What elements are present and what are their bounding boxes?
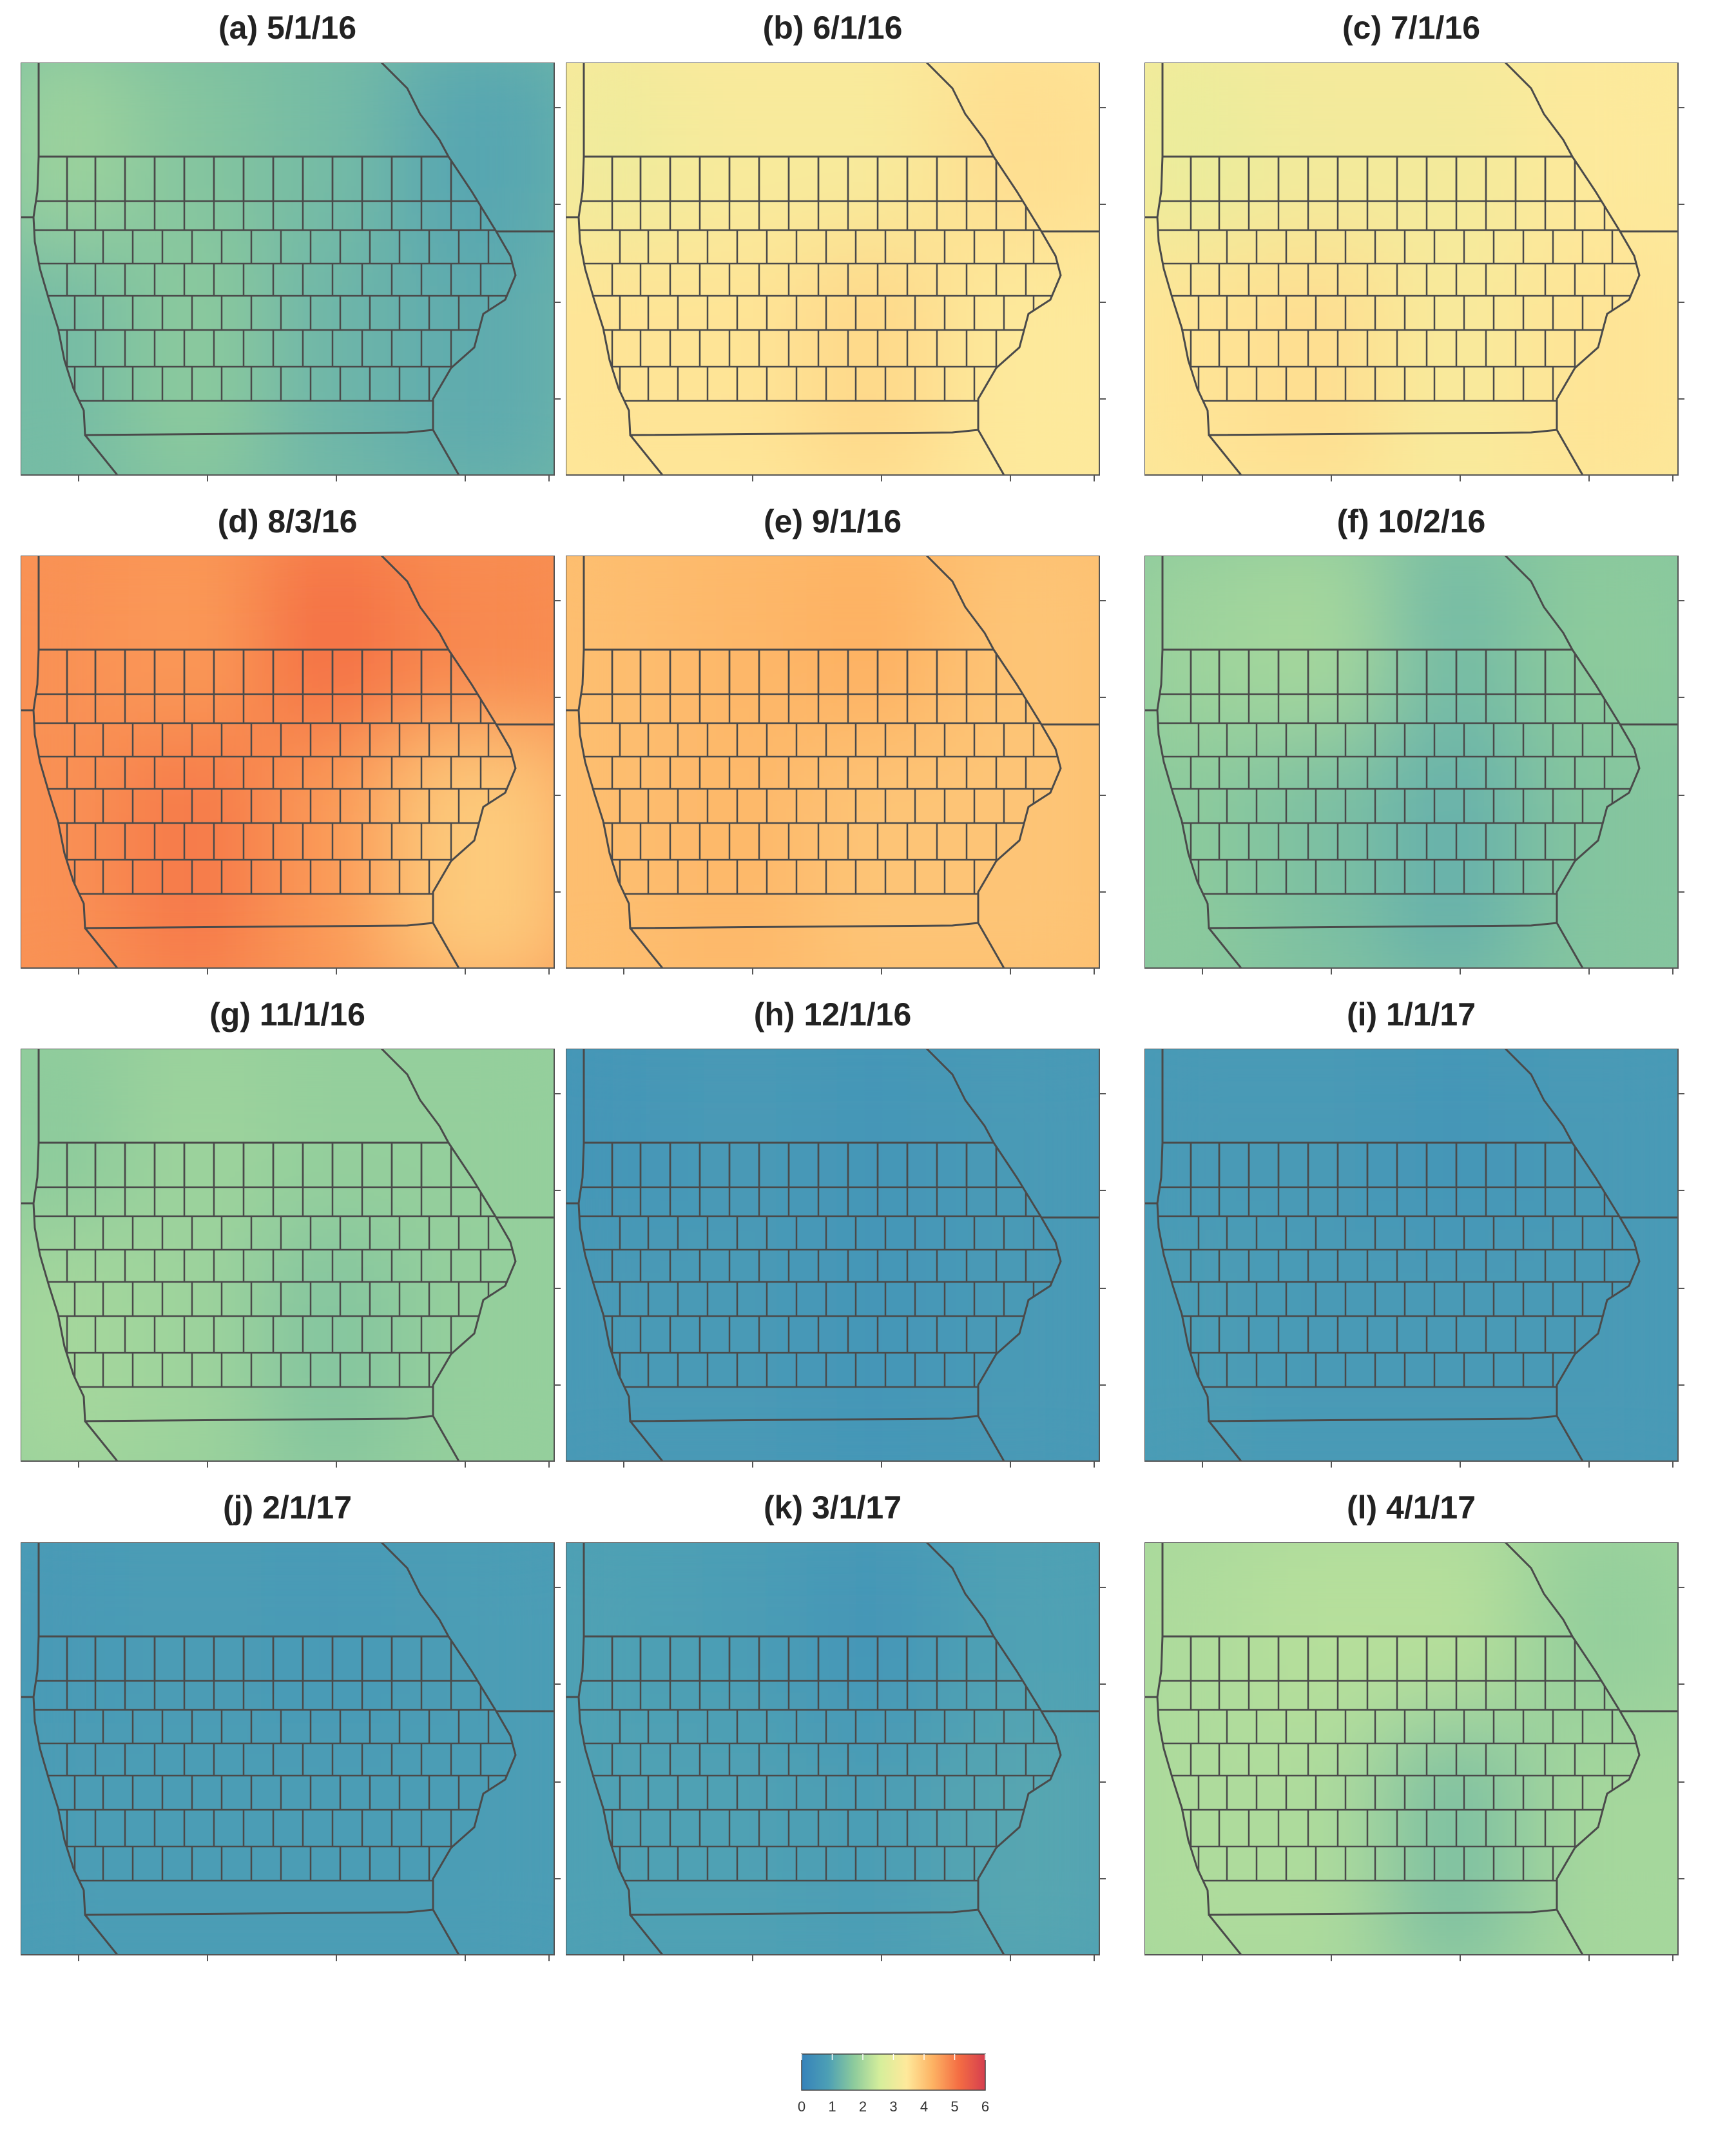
map-panel-b — [566, 63, 1106, 481]
panel-title-g: (g) 11/1/16 — [209, 996, 365, 1033]
colorbar-tick-label: 3 — [889, 2099, 898, 2115]
map-panel-l — [1144, 1542, 1684, 1961]
data-cell-7 — [940, 243, 1099, 475]
state-boundaries — [566, 1049, 1099, 1219]
colorbar-tick-label: 6 — [981, 2099, 990, 2115]
panel-frame — [1144, 63, 1679, 476]
colorbar — [801, 2053, 986, 2091]
data-cell-7 — [940, 1723, 1099, 1955]
panel-title-b: (b) 6/1/16 — [762, 10, 903, 46]
panel-title-a: (a) 5/1/16 — [218, 10, 356, 46]
state-boundaries — [21, 1542, 554, 1712]
panel-frame — [566, 1049, 1100, 1462]
map-panel-a — [21, 63, 561, 481]
panel-frame — [566, 1542, 1100, 1955]
state-boundaries — [566, 556, 1099, 726]
map-panel-g — [21, 1049, 561, 1468]
panel-title-l: (l) 4/1/17 — [1346, 1489, 1476, 1526]
county-boundaries — [579, 650, 1061, 895]
state-boundaries — [566, 1542, 1099, 1712]
panel-title-i: (i) 1/1/17 — [1346, 996, 1476, 1033]
map-panel-h — [566, 1049, 1106, 1468]
panel-title-c: (c) 7/1/16 — [1342, 10, 1480, 46]
state-boundaries — [566, 63, 1099, 233]
map-panel-f — [1144, 556, 1684, 975]
county-boundaries — [579, 157, 1061, 402]
colorbar-gradient — [801, 2053, 986, 2091]
state-boundaries — [1144, 63, 1678, 233]
state-boundaries — [1144, 556, 1678, 726]
state-boundaries — [21, 63, 554, 233]
map-panel-j — [21, 1542, 561, 1961]
panel-frame — [1144, 1542, 1679, 1955]
county-boundaries — [579, 1636, 1061, 1882]
data-cell-7 — [1519, 243, 1678, 475]
data-cell-7 — [940, 736, 1099, 968]
panel-frame — [1144, 556, 1679, 969]
panel-title-f: (f) 10/2/16 — [1336, 503, 1486, 539]
panel-title-k: (k) 3/1/17 — [763, 1489, 902, 1526]
data-cell-7 — [1519, 1229, 1678, 1461]
colorbar-tick-label: 5 — [950, 2099, 959, 2115]
data-cell-7 — [395, 736, 554, 968]
colorbar-tick-label: 2 — [858, 2099, 867, 2115]
map-panel-c — [1144, 63, 1684, 481]
data-cell-7 — [1519, 1723, 1678, 1955]
state-boundaries — [1144, 1049, 1678, 1219]
state-boundaries — [21, 1049, 554, 1219]
panel-frame — [21, 1542, 555, 1955]
state-boundaries — [21, 556, 554, 726]
colorbar-tick-label: 0 — [797, 2099, 806, 2115]
panel-frame — [566, 63, 1100, 476]
panel-title-h: (h) 12/1/16 — [753, 996, 912, 1033]
panel-title-j: (j) 2/1/17 — [222, 1489, 352, 1526]
map-panel-i — [1144, 1049, 1684, 1468]
panel-frame — [1144, 1049, 1679, 1462]
colorbar-tick-label: 4 — [920, 2099, 929, 2115]
data-cell-7 — [1519, 736, 1678, 968]
state-boundaries — [1144, 1542, 1678, 1712]
data-cell-7 — [395, 243, 554, 475]
panel-title-e: (e) 9/1/16 — [763, 503, 902, 539]
panel-frame — [566, 556, 1100, 969]
iowa-state-outline — [1156, 155, 1641, 436]
panel-frame — [21, 556, 555, 969]
map-panel-k — [566, 1542, 1106, 1961]
panel-frame — [21, 1049, 555, 1462]
data-cell-7 — [940, 1229, 1099, 1461]
data-cell-7 — [395, 1723, 554, 1955]
iowa-state-outline — [1156, 648, 1641, 929]
iowa-state-outline — [1156, 1635, 1641, 1916]
county-boundaries — [34, 1636, 516, 1882]
county-boundaries — [34, 1143, 516, 1388]
panel-frame — [21, 63, 555, 476]
iowa-state-outline — [1156, 1141, 1641, 1422]
colorbar-tick-label: 1 — [828, 2099, 836, 2115]
map-panel-d — [21, 556, 561, 975]
panel-title-d: (d) 8/3/16 — [217, 503, 358, 539]
map-panel-e — [566, 556, 1106, 975]
data-cell-7 — [395, 1229, 554, 1461]
